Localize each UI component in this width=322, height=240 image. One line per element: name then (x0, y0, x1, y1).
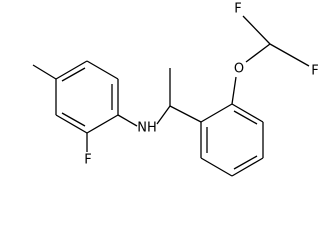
bond (117, 114, 138, 127)
molecule-diagram: F F O F NH (32, 2, 319, 177)
bond (269, 43, 310, 67)
bond (86, 60, 119, 80)
bond (55, 114, 88, 134)
bond (200, 103, 233, 123)
atom-label: NH (137, 121, 157, 136)
bond (200, 157, 233, 177)
bonds (32, 15, 310, 177)
atom-label: O (234, 62, 244, 77)
bond (156, 105, 171, 125)
bond (86, 114, 119, 134)
atom-label: F (84, 153, 91, 168)
atom-label: F (311, 64, 318, 79)
bond-inner (61, 112, 86, 127)
atom-label: F (234, 2, 241, 17)
bond (231, 76, 237, 105)
bond (231, 103, 264, 123)
bond-inner (61, 67, 86, 82)
bond (242, 15, 271, 45)
bond (169, 105, 202, 123)
bond (231, 157, 264, 177)
bond-inner (233, 155, 258, 170)
bond-inner (233, 110, 258, 125)
bond (32, 64, 57, 80)
bond (245, 43, 271, 63)
bond (55, 60, 88, 80)
